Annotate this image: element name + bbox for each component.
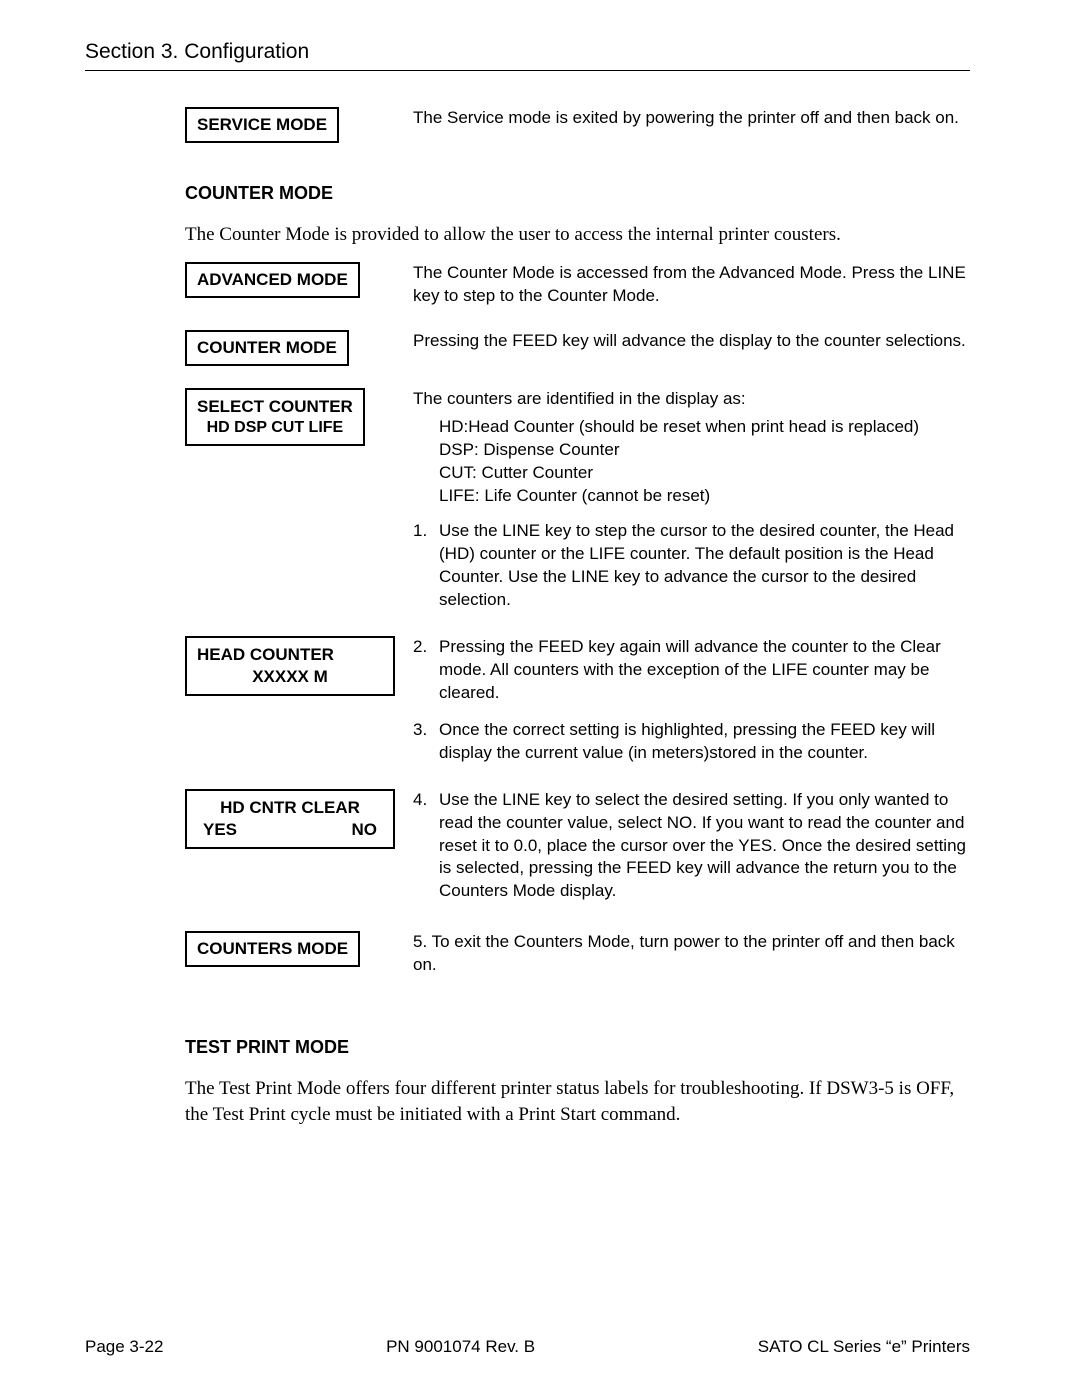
select-life: LIFE: Life Counter (cannot be reset) [439,485,970,508]
advanced-mode-text: The Counter Mode is accessed from the Ad… [413,262,970,308]
step-5-text: 5. To exit the Counters Mode, turn power… [413,931,970,977]
advanced-mode-row: ADVANCED MODE The Counter Mode is access… [185,262,970,308]
select-counter-box: SELECT COUNTER HD DSP CUT LIFE [185,388,365,447]
page-footer: Page 3-22 PN 9001074 Rev. B SATO CL Seri… [85,1337,970,1357]
step-1: 1. Use the LINE key to step the cursor t… [413,520,970,612]
select-dsp: DSP: Dispense Counter [439,439,970,462]
hd-clear-line1: HD CNTR CLEAR [197,797,383,819]
service-mode-text: The Service mode is exited by powering t… [413,107,970,130]
step-2-text: Pressing the FEED key again will advance… [439,636,970,705]
service-mode-box: SERVICE MODE [185,107,339,143]
counters-mode-box: COUNTERS MODE [185,931,360,967]
advanced-mode-box: ADVANCED MODE [185,262,360,298]
head-counter-row: HEAD COUNTER XXXXX M 2. Pressing the FEE… [185,636,970,779]
footer-left: Page 3-22 [85,1337,163,1357]
select-hd: HD:Head Counter (should be reset when pr… [439,416,970,439]
counter-mode-box: COUNTER MODE [185,330,349,366]
counter-mode-intro: The Counter Mode is provided to allow th… [185,222,970,248]
head-counter-line1: HEAD COUNTER [197,644,383,666]
select-counter-line1: SELECT COUNTER [197,396,353,418]
counter-mode-row: COUNTER MODE Pressing the FEED key will … [185,330,970,366]
head-counter-box: HEAD COUNTER XXXXX M [185,636,395,696]
counter-mode-heading: COUNTER MODE [185,183,970,204]
step-4-text: Use the LINE key to select the desired s… [439,789,970,904]
header-rule [85,70,970,71]
test-print-intro: The Test Print Mode offers four differen… [185,1076,970,1127]
step-4-num: 4. [413,789,439,904]
select-intro: The counters are identified in the displ… [413,388,970,411]
counter-mode-text: Pressing the FEED key will advance the d… [413,330,970,353]
section-header: Section 3. Configuration [85,40,970,64]
step-4: 4. Use the LINE key to select the desire… [413,789,970,904]
step-1-text: Use the LINE key to step the cursor to t… [439,520,970,612]
step-3-text: Once the correct setting is highlighted,… [439,719,970,765]
counters-mode-row: COUNTERS MODE 5. To exit the Counters Mo… [185,931,970,977]
step-2-num: 2. [413,636,439,705]
hd-clear-yes: YES [203,819,237,841]
select-counter-line2: HD DSP CUT LIFE [197,418,353,439]
footer-center: PN 9001074 Rev. B [386,1337,535,1357]
step-1-num: 1. [413,520,439,612]
hd-clear-no: NO [352,819,378,841]
step-3: 3. Once the correct setting is highlight… [413,719,970,765]
step-2: 2. Pressing the FEED key again will adva… [413,636,970,705]
select-counter-row: SELECT COUNTER HD DSP CUT LIFE The count… [185,388,970,626]
test-print-heading: TEST PRINT MODE [185,1037,970,1058]
step-3-num: 3. [413,719,439,765]
footer-right: SATO CL Series “e” Printers [758,1337,970,1357]
select-cut: CUT: Cutter Counter [439,462,970,485]
head-counter-line2: XXXXX M [197,666,383,688]
hd-clear-row: HD CNTR CLEAR YES NO 4. Use the LINE key… [185,789,970,918]
service-mode-row: SERVICE MODE The Service mode is exited … [185,107,970,143]
hd-clear-box: HD CNTR CLEAR YES NO [185,789,395,849]
